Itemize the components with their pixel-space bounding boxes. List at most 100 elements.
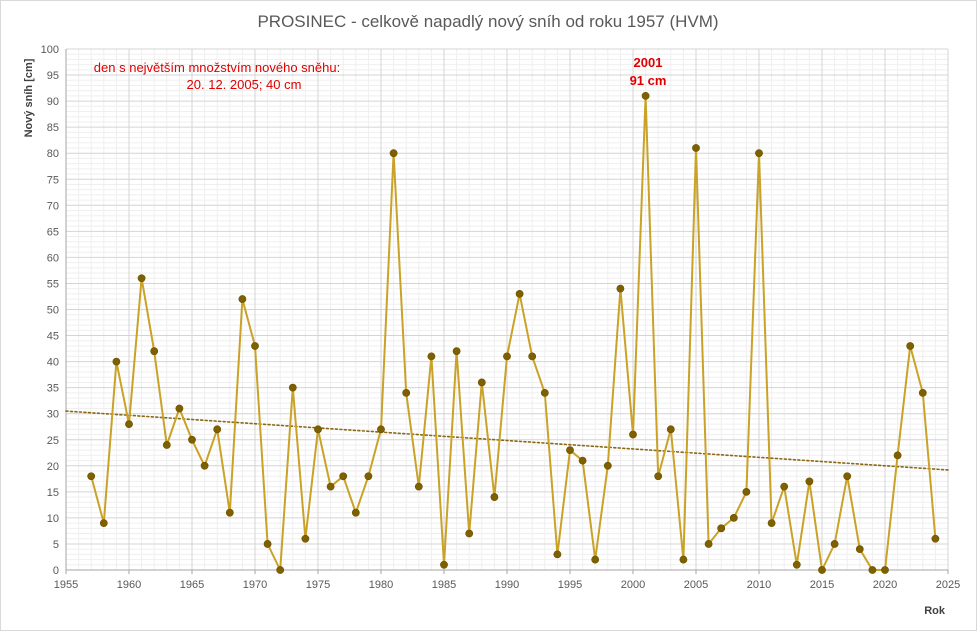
data-point xyxy=(175,404,184,413)
data-point xyxy=(213,425,222,434)
x-tick-label: 1970 xyxy=(243,579,267,591)
data-point xyxy=(843,472,852,481)
data-point xyxy=(490,493,499,501)
data-point xyxy=(906,342,915,350)
x-tick-label: 2010 xyxy=(747,579,771,591)
x-axis-title: Rok xyxy=(924,605,946,617)
y-tick-label: 0 xyxy=(53,565,59,577)
chart-title: PROSINEC - celkově napadlý nový sníh od … xyxy=(257,12,718,31)
data-point xyxy=(263,540,272,548)
data-point xyxy=(377,425,385,434)
data-point xyxy=(818,566,826,574)
peak-year-label: 2001 xyxy=(634,55,663,70)
series-line xyxy=(90,94,937,571)
data-point xyxy=(87,472,96,481)
x-tick-label: 2025 xyxy=(936,579,960,591)
data-point xyxy=(641,91,650,100)
data-point xyxy=(515,289,524,298)
data-point xyxy=(150,347,159,356)
y-tick-label: 5 xyxy=(53,539,59,551)
data-point xyxy=(591,555,600,564)
record-note-line2: 20. 12. 2005; 40 cm xyxy=(187,77,302,92)
data-point xyxy=(717,524,726,533)
x-tick-label: 2000 xyxy=(621,579,645,591)
data-point xyxy=(351,508,360,517)
x-tick-label: 1975 xyxy=(306,579,330,591)
y-tick-label: 90 xyxy=(47,96,59,108)
data-point xyxy=(578,456,587,465)
data-point xyxy=(805,477,814,486)
data-point xyxy=(767,519,776,528)
data-point xyxy=(704,540,713,548)
data-point xyxy=(654,472,663,481)
x-tick-label: 1965 xyxy=(180,579,204,591)
data-point xyxy=(679,555,688,564)
labels: 0510152025303540455055606570758085909510… xyxy=(41,44,961,591)
data-point xyxy=(188,435,196,444)
data-point xyxy=(893,451,902,460)
data-point xyxy=(528,352,537,361)
data-point xyxy=(566,446,574,455)
data-point xyxy=(742,487,751,496)
x-tick-label: 1990 xyxy=(495,579,519,591)
data-point xyxy=(238,295,247,303)
data-point xyxy=(99,519,108,528)
data-point xyxy=(452,347,461,356)
y-tick-label: 50 xyxy=(47,305,59,317)
y-tick-label: 75 xyxy=(47,174,59,186)
data-point xyxy=(477,378,486,387)
data-point xyxy=(288,383,297,392)
y-tick-label: 65 xyxy=(47,226,59,238)
data-point xyxy=(855,545,864,554)
y-tick-label: 25 xyxy=(47,435,59,447)
data-point xyxy=(540,388,549,397)
data-point xyxy=(465,529,474,538)
data-point xyxy=(780,482,789,491)
data-point xyxy=(729,514,738,522)
y-tick-label: 70 xyxy=(47,200,59,212)
x-tick-label: 2015 xyxy=(810,579,834,591)
x-tick-label: 1960 xyxy=(117,579,141,591)
series xyxy=(87,91,940,574)
y-tick-label: 45 xyxy=(47,331,59,343)
y-tick-label: 60 xyxy=(47,252,59,264)
data-point xyxy=(918,388,927,397)
x-tick-label: 1980 xyxy=(369,579,393,591)
x-tick-label: 2005 xyxy=(684,579,708,591)
data-point xyxy=(414,482,423,491)
y-tick-label: 85 xyxy=(47,122,59,134)
data-point xyxy=(364,472,373,481)
data-point xyxy=(881,566,889,574)
data-point xyxy=(200,461,209,470)
data-point xyxy=(125,420,133,429)
y-tick-label: 80 xyxy=(47,148,59,160)
data-point xyxy=(389,149,398,158)
y-tick-label: 30 xyxy=(47,409,59,421)
data-point xyxy=(314,425,322,434)
data-point xyxy=(225,508,234,517)
data-point xyxy=(137,274,146,283)
y-tick-label: 100 xyxy=(41,44,59,56)
record-note-line1: den s největším množstvím nového sněhu: xyxy=(94,60,340,75)
data-point xyxy=(402,388,411,397)
data-point xyxy=(440,560,448,569)
data-point xyxy=(301,534,310,543)
data-point xyxy=(666,425,675,434)
y-tick-label: 55 xyxy=(47,278,59,290)
data-point xyxy=(629,430,637,439)
data-point xyxy=(868,566,877,574)
data-point xyxy=(427,352,436,361)
data-point xyxy=(339,472,348,481)
x-tick-label: 1995 xyxy=(558,579,582,591)
data-point xyxy=(112,357,121,366)
x-tick-label: 2020 xyxy=(873,579,897,591)
data-point xyxy=(326,482,335,491)
data-point xyxy=(553,550,562,559)
y-tick-label: 40 xyxy=(47,357,59,369)
y-axis-title: Nový sníh [cm] xyxy=(23,58,35,137)
data-point xyxy=(276,566,285,574)
trendline xyxy=(65,410,949,471)
